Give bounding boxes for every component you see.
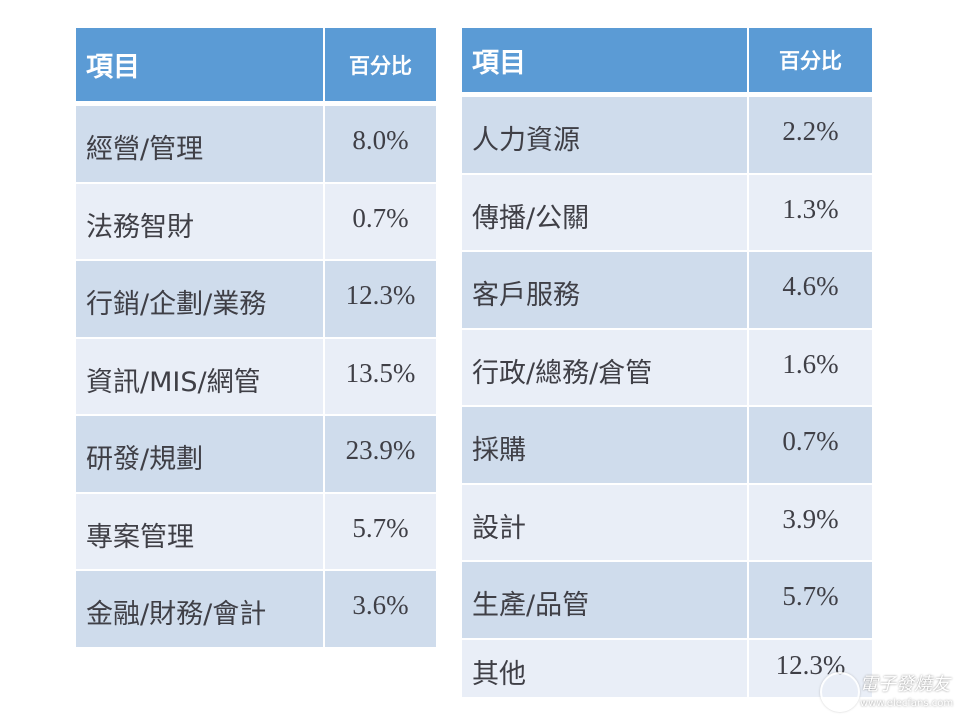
table-row: 金融/財務/會計 3.6% [76,569,436,647]
table-row: 法務智財 0.7% [76,181,436,259]
row-item: 傳播/公關 [462,172,747,250]
table-row: 行政/總務/倉管 1.6% [462,327,872,405]
header-item: 項目 [462,28,747,95]
row-item: 客戶服務 [462,250,747,328]
row-item: 人力資源 [462,95,747,173]
row-item: 設計 [462,482,747,560]
watermark-name: 電子發燒友 [860,674,950,695]
row-percent: 3.6% [323,569,436,647]
watermark-logo-icon [820,672,860,712]
row-percent: 0.7% [747,405,872,483]
row-percent: 4.6% [747,250,872,328]
table-row: 人力資源 2.2% [462,95,872,173]
row-item: 行銷/企劃/業務 [76,259,323,337]
row-percent: 2.2% [747,95,872,173]
row-percent: 12.3% [747,637,872,697]
row-item: 法務智財 [76,181,323,259]
row-percent: 5.7% [323,491,436,569]
row-item: 採購 [462,405,747,483]
table-row: 傳播/公關 1.3% [462,172,872,250]
table-row: 專案管理 5.7% [76,491,436,569]
table-header-row: 項目 百分比 [76,28,436,104]
header-percent: 百分比 [323,28,436,104]
row-percent: 13.5% [323,336,436,414]
row-item: 生產/品管 [462,560,747,638]
row-percent: 1.6% [747,327,872,405]
header-percent: 百分比 [747,28,872,95]
row-item: 資訊/MIS/網管 [76,336,323,414]
row-item: 其他 [462,637,747,697]
table-row: 採購 0.7% [462,405,872,483]
header-item: 項目 [76,28,323,104]
row-percent: 0.7% [323,181,436,259]
row-item: 行政/總務/倉管 [462,327,747,405]
row-percent: 3.9% [747,482,872,560]
left-percentage-table: 項目 百分比 經營/管理 8.0% 法務智財 0.7% 行銷/企劃/業務 12.3% … [76,28,436,647]
row-percent: 12.3% [323,259,436,337]
row-percent: 23.9% [323,414,436,492]
row-item: 研發/規劃 [76,414,323,492]
table-row: 資訊/MIS/網管 13.5% [76,336,436,414]
table-row: 客戶服務 4.6% [462,250,872,328]
table-row: 設計 3.9% [462,482,872,560]
row-item: 金融/財務/會計 [76,569,323,647]
table-row: 其他 12.3% [462,637,872,697]
row-item: 專案管理 [76,491,323,569]
watermark-url: www.elecfans.com [860,698,954,709]
row-percent: 8.0% [323,104,436,182]
right-percentage-table: 項目 百分比 人力資源 2.2% 傳播/公關 1.3% 客戶服務 4.6% 行政/總務… [462,28,872,697]
table-row: 行銷/企劃/業務 12.3% [76,259,436,337]
row-percent: 5.7% [747,560,872,638]
row-item: 經營/管理 [76,104,323,182]
table-row: 經營/管理 8.0% [76,104,436,182]
table-header-row: 項目 百分比 [462,28,872,95]
watermark: 電子發燒友 www.elecfans.com [820,660,970,720]
row-percent: 1.3% [747,172,872,250]
table-row: 研發/規劃 23.9% [76,414,436,492]
table-row: 生產/品管 5.7% [462,560,872,638]
